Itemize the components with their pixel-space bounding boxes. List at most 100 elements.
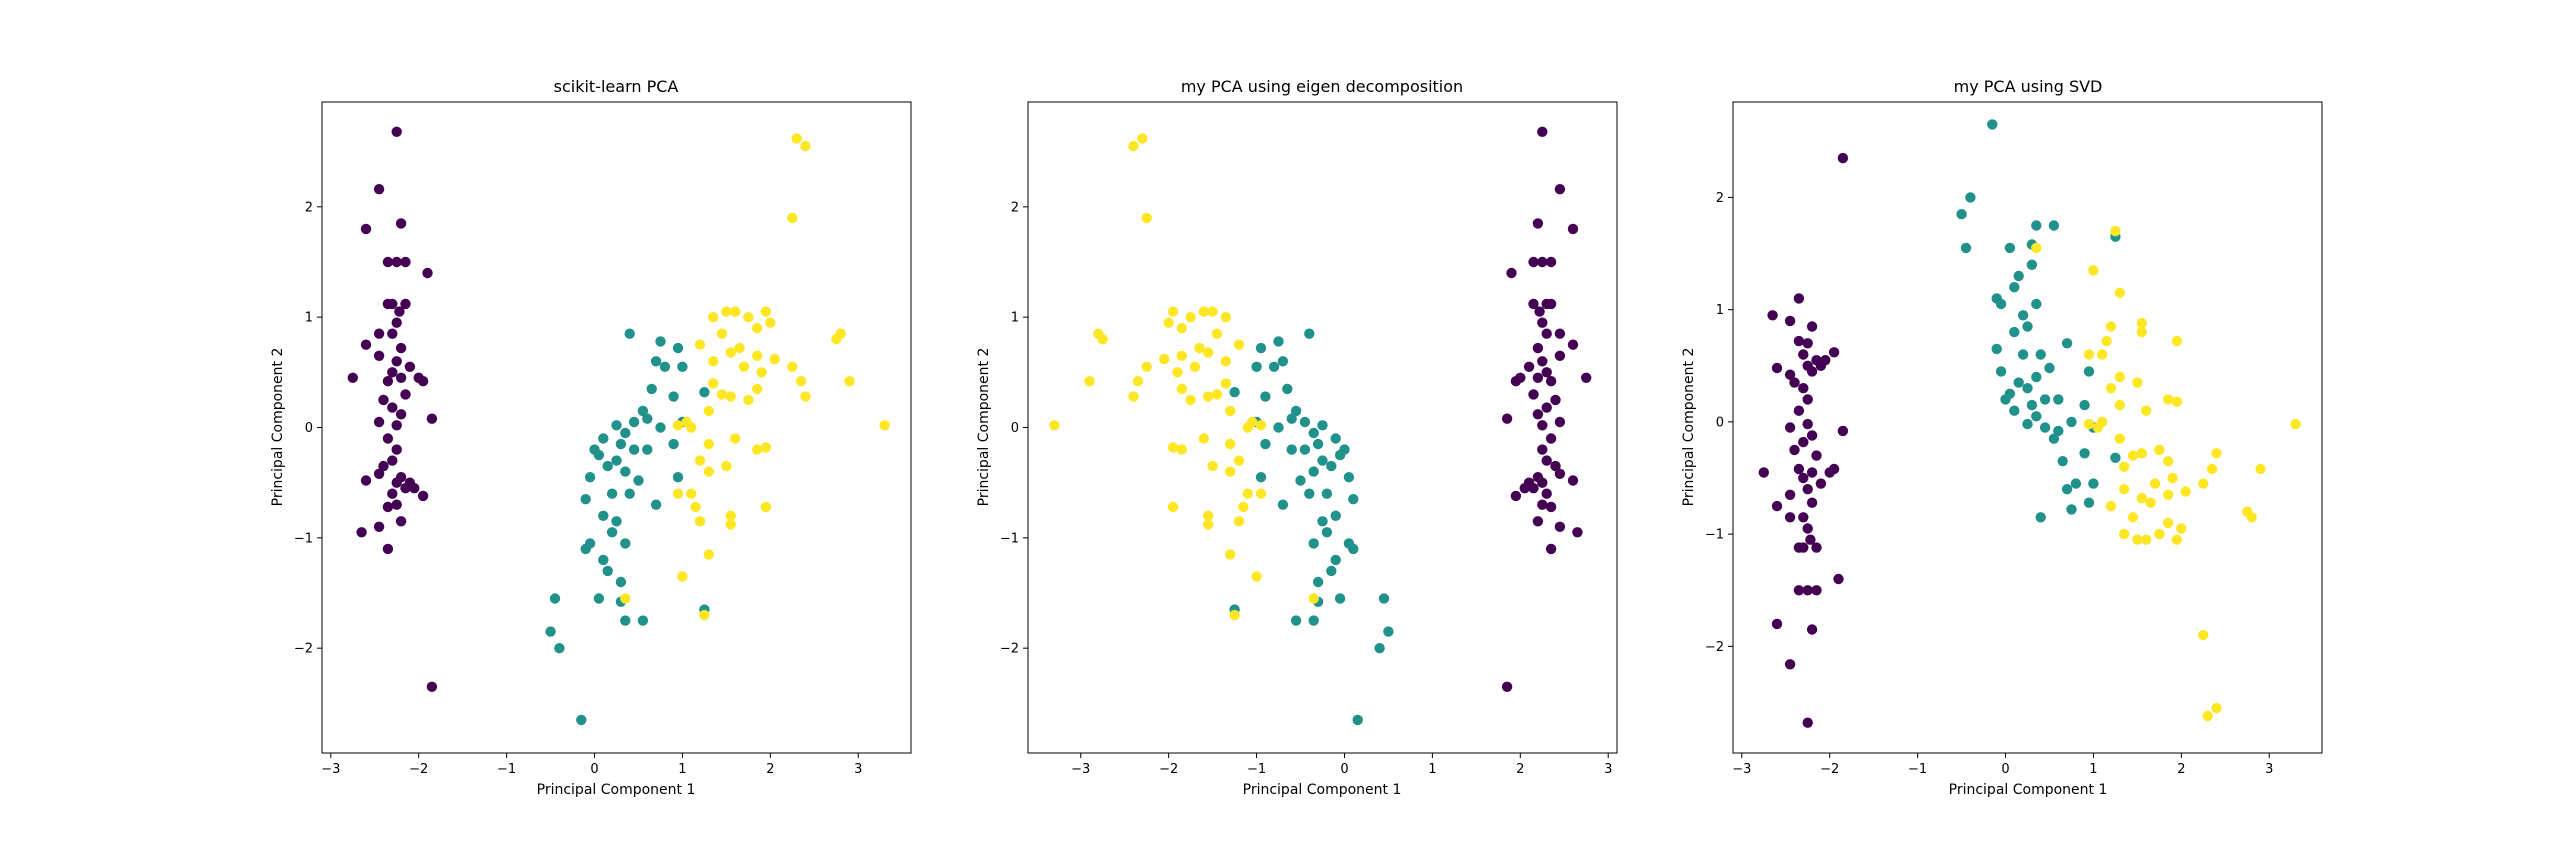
scatter-point-class-2 [2114,371,2125,383]
scatter-point-class-2 [2290,418,2301,430]
scatter-point-class-0 [373,328,385,339]
scatter-point-class-0 [1537,356,1548,367]
scatter-point-class-0 [391,356,402,367]
scatter-point-class-0 [1541,328,1552,339]
scatter-point-class-1 [2026,399,2038,411]
scatter-point-class-1 [1334,593,1346,604]
scatter-point-class-1 [1286,444,1297,455]
scatter-point-class-1 [545,626,556,637]
scatter-point-class-1 [2079,399,2090,411]
scatter-point-class-1 [2088,478,2099,489]
scatter-point-class-2 [1220,378,1232,389]
y-tick-label: 2 [1011,200,1019,215]
panel-title: my PCA using SVD [1954,77,2103,96]
scatter-point-class-2 [1141,361,1152,372]
scatter-point-class-1 [602,565,613,577]
scatter-point-class-0 [1802,585,1813,596]
scatter-point-class-1 [1299,416,1311,428]
scatter-point-class-1 [606,527,618,538]
scatter-point-class-2 [752,350,763,361]
scatter-point-class-1 [668,391,679,402]
scatter-point-class-1 [620,427,631,439]
scatter-point-class-2 [2206,463,2218,475]
scatter-point-class-0 [1811,355,1822,366]
scatter-point-class-2 [725,347,736,358]
scatter-point-class-2 [1229,609,1240,621]
scatter-point-class-0 [1532,409,1544,420]
x-tick-label: 2 [766,762,774,777]
scatter-point-class-2 [1194,342,1205,354]
x-tick-label: 3 [1604,762,1612,777]
scatter-point-class-1 [598,433,609,444]
y-tick-label: 0 [1011,421,1019,436]
scatter-point-class-2 [760,306,772,317]
scatter-point-class-2 [2097,416,2108,428]
scatter-points [1049,126,1592,726]
scatter-point-class-0 [417,490,429,502]
scatter-point-class-0 [1828,347,1840,358]
scatter-point-class-1 [1378,593,1390,604]
scatter-point-class-2 [1084,376,1095,387]
scatter-point-class-1 [1960,242,1972,254]
scatter-point-class-0 [360,339,372,350]
scatter-point-class-0 [1537,499,1548,510]
scatter-point-class-2 [721,306,732,317]
scatter-point-class-0 [1528,298,1539,310]
scatter-point-class-0 [1837,425,1849,437]
x-tick-label: 1 [678,762,686,777]
scatter-point-class-1 [620,466,631,477]
scatter-point-class-1 [549,593,561,604]
scatter-point-class-0 [1798,472,1809,484]
scatter-point-class-2 [690,501,701,513]
scatter-point-class-1 [1965,192,1976,203]
scatter-point-class-0 [382,543,394,555]
scatter-point-class-0 [1519,483,1530,494]
scatter-point-class-2 [2136,317,2147,329]
scatter-point-class-2 [1220,356,1232,367]
scatter-point-class-1 [1348,494,1359,505]
scatter-point-class-2 [1132,376,1144,387]
scatter-point-class-2 [738,361,750,372]
scatter-point-class-2 [1207,306,1218,317]
scatter-point-class-0 [1806,624,1818,635]
scatter-point-class-2 [725,391,736,402]
scatter-point-class-0 [1771,618,1783,630]
scatter-point-class-0 [373,521,385,532]
scatter-point-class-0 [1784,489,1796,500]
scatter-point-class-1 [1343,472,1355,483]
scatter-point-class-1 [1348,543,1359,555]
scatter-point-class-2 [2163,489,2174,500]
scatter-point-class-0 [1802,394,1813,405]
scatter-point-class-1 [624,488,635,499]
scatter-point-class-2 [795,376,807,387]
scatter-point-class-0 [1806,321,1818,332]
scatter-point-class-0 [1541,488,1552,499]
scatter-point-class-1 [1308,538,1319,549]
x-tick-label: −3 [1071,762,1090,777]
scatter-point-class-0 [378,394,389,406]
scatter-point-class-0 [1528,256,1539,268]
scatter-point-class-0 [395,218,407,229]
scatter-point-class-2 [1128,140,1139,152]
scatter-point-class-0 [1784,512,1796,523]
scatter-point-class-1 [2061,484,2073,495]
scatter-point-class-2 [2180,486,2191,497]
scatter-point-class-2 [787,212,798,224]
y-axis-label: Principal Component 2 [1681,348,1697,507]
scatter-point-class-0 [1554,184,1566,195]
scatter-point-class-0 [1545,543,1557,555]
scatter-point-class-0 [1805,534,1816,545]
scatter-point-class-2 [2101,335,2112,347]
axes: −3 −2 −1 0 1 2 3 −2 −1 0 1 2 [294,200,863,777]
scatter-point-class-1 [1383,626,1394,637]
scatter-point-class-2 [2114,287,2125,298]
x-tick-label: 3 [2265,762,2273,777]
scatter-point-class-2 [2145,497,2156,508]
scatter-point-class-2 [2171,534,2183,545]
scatter-point-class-2 [1137,133,1148,144]
scatter-point-class-1 [615,438,627,450]
scatter-point-class-0 [382,433,394,444]
scatter-point-class-0 [1550,460,1561,472]
y-axis-label: Principal Component 2 [270,348,286,507]
